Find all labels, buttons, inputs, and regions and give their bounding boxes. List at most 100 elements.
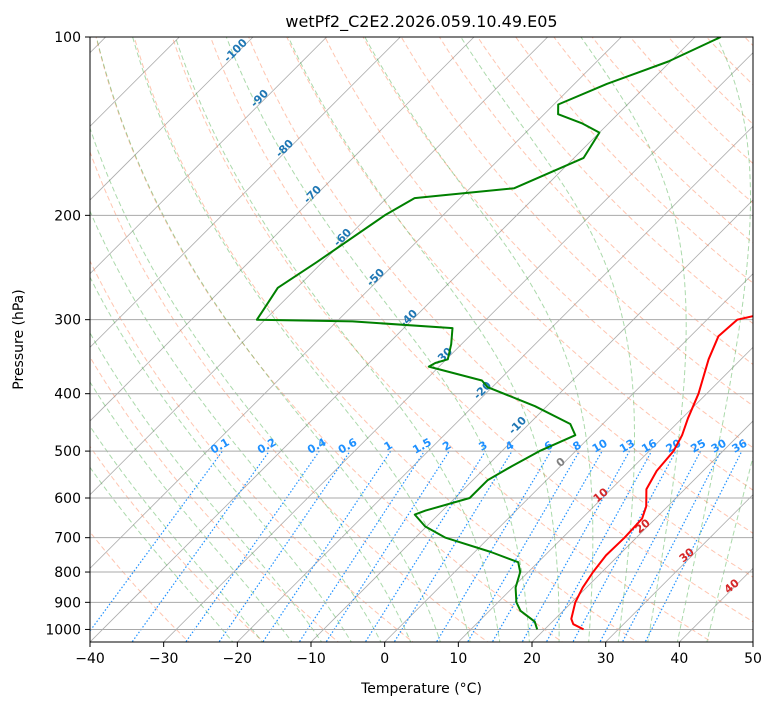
mixing-ratio-line (491, 450, 603, 642)
mixing-ratio-line (599, 450, 702, 642)
moist-adiabat-line (580, 37, 687, 642)
dry-adiabat-line (286, 37, 753, 534)
dry-adiabat-line (248, 37, 753, 578)
y-axis-label: Pressure (hPa) (11, 289, 27, 389)
dry-adiabat-line (629, 37, 753, 165)
mixing-ratio-label: 0.6 (336, 435, 360, 456)
dry-adiabat-label: -10 (506, 414, 529, 437)
moist-adiabat-line (90, 209, 382, 642)
y-tick-label: 700 (54, 531, 81, 547)
x-axis-label: Temperature (°C) (360, 681, 482, 697)
chart-title: wetPf2_C2E2.2026.059.10.49.E05 (285, 12, 557, 32)
y-tick-label: 100 (54, 30, 81, 46)
isotherm-line (90, 37, 549, 496)
y-tick-label: 900 (54, 595, 81, 611)
dry-adiabat-line (667, 37, 753, 125)
mixing-ratio-label: 1.5 (410, 436, 433, 457)
mixing-ratio-label: 25 (688, 437, 708, 456)
dry-adiabat-line (171, 37, 713, 642)
isotherm-line (90, 37, 696, 642)
dry-adiabat-line (324, 37, 753, 491)
isotherm-line (752, 641, 753, 642)
plot-frame (89, 36, 754, 643)
isotherm-line (384, 273, 753, 642)
isotherm-line (605, 494, 753, 642)
x-tick-label: 40 (670, 651, 688, 667)
mixing-ratio-line (185, 450, 320, 642)
mixing-ratio-label: 0.1 (208, 436, 231, 457)
moist-adiabat-line (90, 126, 412, 642)
pressure-gridlines (90, 37, 753, 630)
mixing-ratio-label: 0.2 (255, 436, 278, 457)
temperature-profile-line (570, 315, 753, 631)
dry-adiabat-line (438, 37, 753, 366)
dry-adiabat-line (90, 259, 414, 642)
mixing-ratio-line (90, 450, 223, 632)
mixing-ratio-line (262, 450, 392, 642)
isotherm-line (90, 37, 401, 348)
isotherm-line (236, 125, 753, 642)
moist-adiabat-line (132, 37, 471, 642)
x-tick-label: 20 (523, 651, 541, 667)
y-tick-label: 200 (54, 208, 81, 224)
mixing-ratio-label: 16 (639, 436, 659, 455)
dry-adiabat-line (515, 37, 753, 284)
mixing-ratio-line (298, 450, 425, 642)
isotherm-line (90, 37, 328, 275)
dry-adiabat-line (770, 24, 775, 645)
dewpoint-profile-line (255, 37, 722, 630)
x-axis: −40 −30 −20 −10 0 10 20 30 40 50 (75, 642, 762, 667)
x-tick-label: −10 (296, 651, 326, 667)
mixing-ratio-line (572, 450, 677, 642)
dry-adiabat-line (90, 356, 340, 642)
y-tick-label: 800 (54, 565, 81, 581)
dry-adiabat-label: -60 (331, 226, 354, 249)
x-tick-label: 30 (597, 651, 615, 667)
isotherm-line (531, 420, 753, 642)
mixing-ratio-line (393, 450, 513, 642)
isotherm-line (90, 37, 254, 201)
mixing-ratio-label: 30 (709, 436, 729, 455)
profile-lines (255, 37, 753, 631)
dry-adiabat-label: -80 (273, 137, 296, 160)
dry-adiabat-line (400, 37, 753, 407)
dry-adiabat-line (362, 37, 753, 449)
dry-adiabat-line (90, 445, 265, 642)
isotherm-line (90, 37, 180, 127)
y-axis: 1000 900 800 700 600 500 400 300 200 100 (45, 30, 90, 638)
isotherm-line (457, 346, 753, 642)
moist-adiabat-line (90, 381, 293, 642)
mixing-ratio-line (325, 450, 450, 642)
x-tick-label: −40 (75, 651, 105, 667)
isotherm-line (90, 37, 475, 422)
dry-adiabat-line (553, 37, 753, 244)
moist-adiabat-line (90, 466, 234, 642)
dry-adiabat-line (705, 37, 753, 86)
mixing-ratio-line (218, 450, 351, 642)
moist-adiabat-label: 40 (722, 576, 742, 596)
y-tick-label: 400 (54, 387, 81, 403)
dry-adiabat-line (90, 150, 489, 642)
mixing-ratio-label: 36 (730, 436, 750, 455)
dry-adiabat-line (90, 531, 190, 642)
mixing-ratio-line (364, 450, 486, 642)
mixing-ratio-label: 0.4 (305, 435, 329, 456)
moist-adiabat-label: 0 (554, 455, 568, 470)
dry-adiabat-label: -30 (432, 345, 455, 368)
isotherm-line (163, 52, 753, 642)
y-tick-label: 1000 (45, 622, 81, 638)
mixing-ratio-label: 10 (590, 436, 610, 455)
y-tick-label: 300 (54, 313, 81, 329)
mixing-ratio-line (466, 450, 580, 642)
y-tick-label: 600 (54, 491, 81, 507)
isotherm-line (310, 199, 753, 642)
line-labels: 0.1 0.2 0.4 0.6 1 1.5 2 3 4 6 8 10 13 16 20 25 30 36-100-… (208, 37, 750, 596)
x-tick-label: 0 (380, 651, 389, 667)
x-tick-label: −20 (223, 651, 253, 667)
background-lines (90, 24, 775, 645)
moist-adiabat-line (90, 276, 352, 642)
dry-adiabat-label: -90 (248, 87, 271, 110)
x-tick-label: 10 (449, 651, 467, 667)
y-tick-label: 500 (54, 444, 81, 460)
